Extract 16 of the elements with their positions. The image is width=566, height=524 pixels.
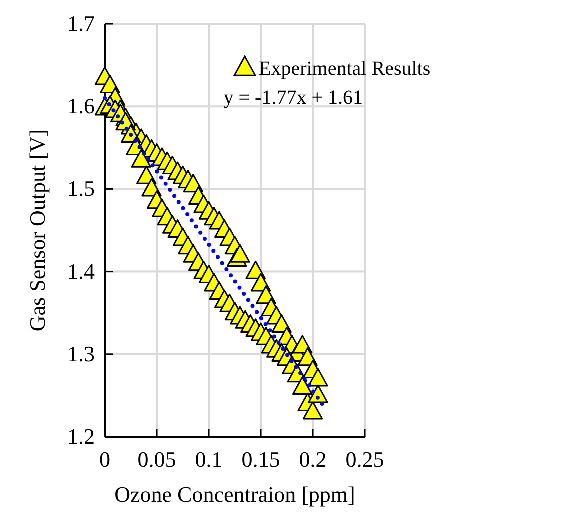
y-tick-label: 1.3 bbox=[68, 341, 95, 366]
y-axis-title: Gas Sensor Output [V] bbox=[25, 129, 50, 332]
legend-label: Experimental Results bbox=[259, 58, 431, 80]
y-tick-label: 1.6 bbox=[68, 94, 95, 119]
x-tick-label: 0.2 bbox=[299, 447, 327, 472]
annotation: y = -1.77x + 1.61 bbox=[224, 87, 363, 109]
x-tick-label: 0.1 bbox=[195, 447, 223, 472]
y-tick-label: 1.5 bbox=[68, 176, 95, 202]
x-axis-title: Ozone Concentraion [ppm] bbox=[114, 482, 356, 507]
x-tick-label: 0 bbox=[100, 447, 110, 472]
x-tick-label: 0.25 bbox=[346, 447, 384, 472]
y-tick-label: 1.2 bbox=[68, 424, 95, 449]
y-tick-label: 1.7 bbox=[68, 11, 95, 36]
x-tick-label: 0.15 bbox=[242, 447, 280, 472]
x-tick-label: 0.05 bbox=[138, 447, 176, 472]
y-tick-label: 1.4 bbox=[68, 258, 95, 284]
